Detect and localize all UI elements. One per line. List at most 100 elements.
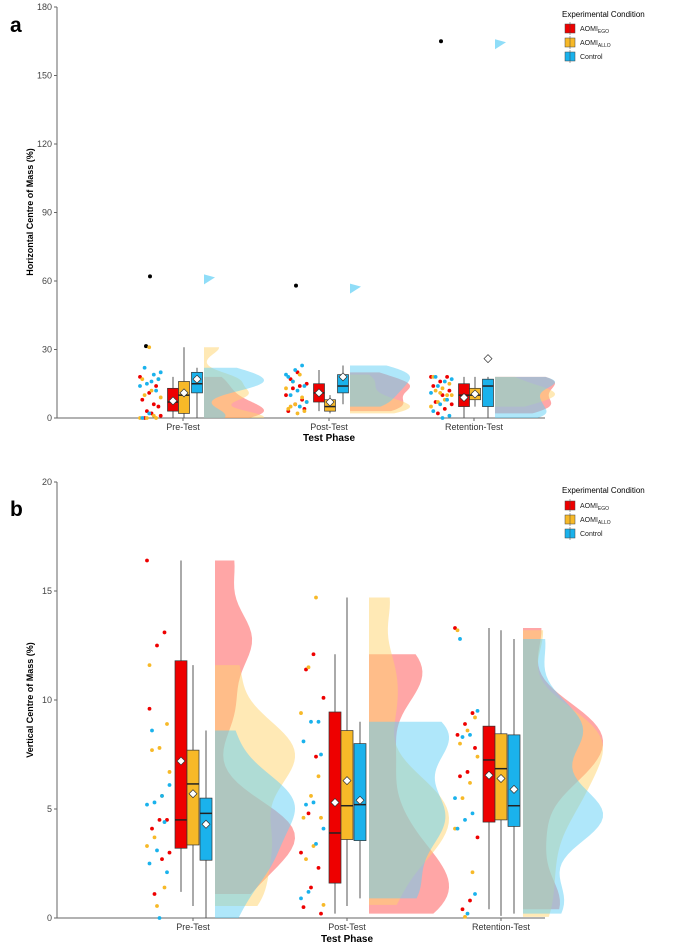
box-aomi_allo <box>178 381 190 414</box>
data-point-aomi_ego <box>458 774 462 779</box>
x-tick-label: Post-Test <box>310 422 348 432</box>
x-tick-label: Post-Test <box>328 922 366 932</box>
y-tick-label: 180 <box>37 2 52 12</box>
data-point-aomi_allo <box>167 770 172 774</box>
mean-diamond <box>509 784 519 794</box>
data-point-aomi_allo <box>316 774 321 779</box>
data-point-aomi_allo <box>445 393 449 398</box>
data-point-aomi_allo <box>463 915 467 919</box>
legend-label: Control <box>580 54 603 61</box>
data-point-control <box>321 826 326 831</box>
outlier-point <box>294 283 298 288</box>
data-point-aomi_allo <box>158 395 163 400</box>
data-point-aomi_allo <box>311 844 316 848</box>
data-point-control <box>297 404 302 409</box>
data-point-control <box>154 388 159 393</box>
data-point-control <box>475 709 480 713</box>
legend-label: AOMIALLO <box>580 517 611 526</box>
data-point-aomi_ego <box>162 630 167 635</box>
data-point-control <box>440 416 445 420</box>
data-point-aomi_ego <box>306 811 311 816</box>
data-point-control <box>149 379 154 384</box>
data-point-aomi_ego <box>158 413 163 418</box>
density-control <box>350 365 410 407</box>
box-control <box>353 743 367 841</box>
data-point-aomi_allo <box>465 728 470 733</box>
data-point-control <box>436 384 440 388</box>
data-point-control <box>316 719 321 724</box>
data-point-aomi_ego <box>319 911 323 916</box>
data-point-control <box>429 390 433 395</box>
y-tick-label: 60 <box>42 276 52 286</box>
data-point-aomi_allo <box>433 388 438 393</box>
mean-diamond <box>179 388 189 398</box>
data-point-control <box>438 402 443 407</box>
data-point-control <box>431 409 436 414</box>
y-tick-label: 30 <box>42 345 52 355</box>
x-axis-title: Test Phase <box>303 433 355 444</box>
mean-diamond <box>342 776 352 786</box>
data-point-control <box>319 752 323 757</box>
box-control <box>482 378 494 407</box>
data-point-control <box>468 732 472 737</box>
y-tick-label: 20 <box>42 477 52 487</box>
density-outlier-flag <box>350 283 361 294</box>
data-point-aomi_allo <box>302 409 307 414</box>
data-point-aomi_ego <box>154 384 159 388</box>
data-point-control <box>455 826 460 831</box>
data-point-control <box>311 800 316 805</box>
mean-diamond <box>168 396 178 406</box>
data-point-aomi_allo <box>300 395 304 400</box>
data-point-control <box>155 848 159 853</box>
data-point-aomi_allo <box>319 815 323 820</box>
legend-label: AOMIALLO <box>580 40 611 49</box>
data-point-aomi_ego <box>316 865 321 870</box>
panel-label: a <box>10 14 22 37</box>
data-point-control <box>302 384 307 388</box>
data-point-aomi_ego <box>155 643 159 648</box>
mean-diamond <box>470 389 480 399</box>
data-point-aomi_allo <box>314 595 318 600</box>
data-point-aomi_allo <box>295 411 300 416</box>
panel-b: b Vertical Centre of Mass (%) Test Phase… <box>10 477 645 945</box>
data-point-control <box>460 735 465 739</box>
data-point-control <box>145 381 149 386</box>
x-tick-label: Pre-Test <box>166 422 200 432</box>
x-tick-label: Retention-Test <box>445 422 504 432</box>
data-point-aomi_allo <box>157 746 162 750</box>
data-point-aomi_ego <box>455 732 460 737</box>
data-point-control <box>449 377 454 382</box>
data-point-aomi_allo <box>147 345 152 350</box>
data-point-control <box>160 794 164 798</box>
y-tick-label: 15 <box>42 586 52 596</box>
mean-diamond <box>325 397 335 407</box>
legend-title: Experimental Condition <box>562 10 645 19</box>
x-tick-label: Pre-Test <box>176 922 210 932</box>
data-point-control <box>445 397 449 402</box>
data-point-aomi_allo <box>154 416 159 420</box>
data-point-aomi_ego <box>314 754 318 759</box>
data-point-aomi_ego <box>160 857 164 862</box>
data-point-control <box>162 820 167 824</box>
data-point-aomi_ego <box>473 746 477 750</box>
data-point-control <box>150 728 154 733</box>
data-point-aomi_ego <box>304 667 308 672</box>
legend-label: AOMIEGO <box>580 503 609 512</box>
data-point-aomi_allo <box>301 815 306 820</box>
box-control <box>199 797 213 861</box>
data-point-aomi_allo <box>140 377 145 382</box>
data-point-aomi_ego <box>468 898 472 903</box>
mean-diamond <box>330 797 340 807</box>
data-point-control <box>295 388 300 393</box>
box-aomi_ego <box>328 711 342 884</box>
outlier-point <box>144 344 148 349</box>
density-control <box>495 376 555 418</box>
data-point-control <box>293 368 298 372</box>
data-point-aomi_ego <box>438 379 443 384</box>
data-point-aomi_allo <box>473 715 477 720</box>
data-point-aomi_ego <box>150 826 154 831</box>
data-point-control <box>145 802 149 807</box>
data-point-control <box>156 377 161 382</box>
data-point-aomi_ego <box>449 402 454 407</box>
mean-diamond <box>338 372 348 382</box>
